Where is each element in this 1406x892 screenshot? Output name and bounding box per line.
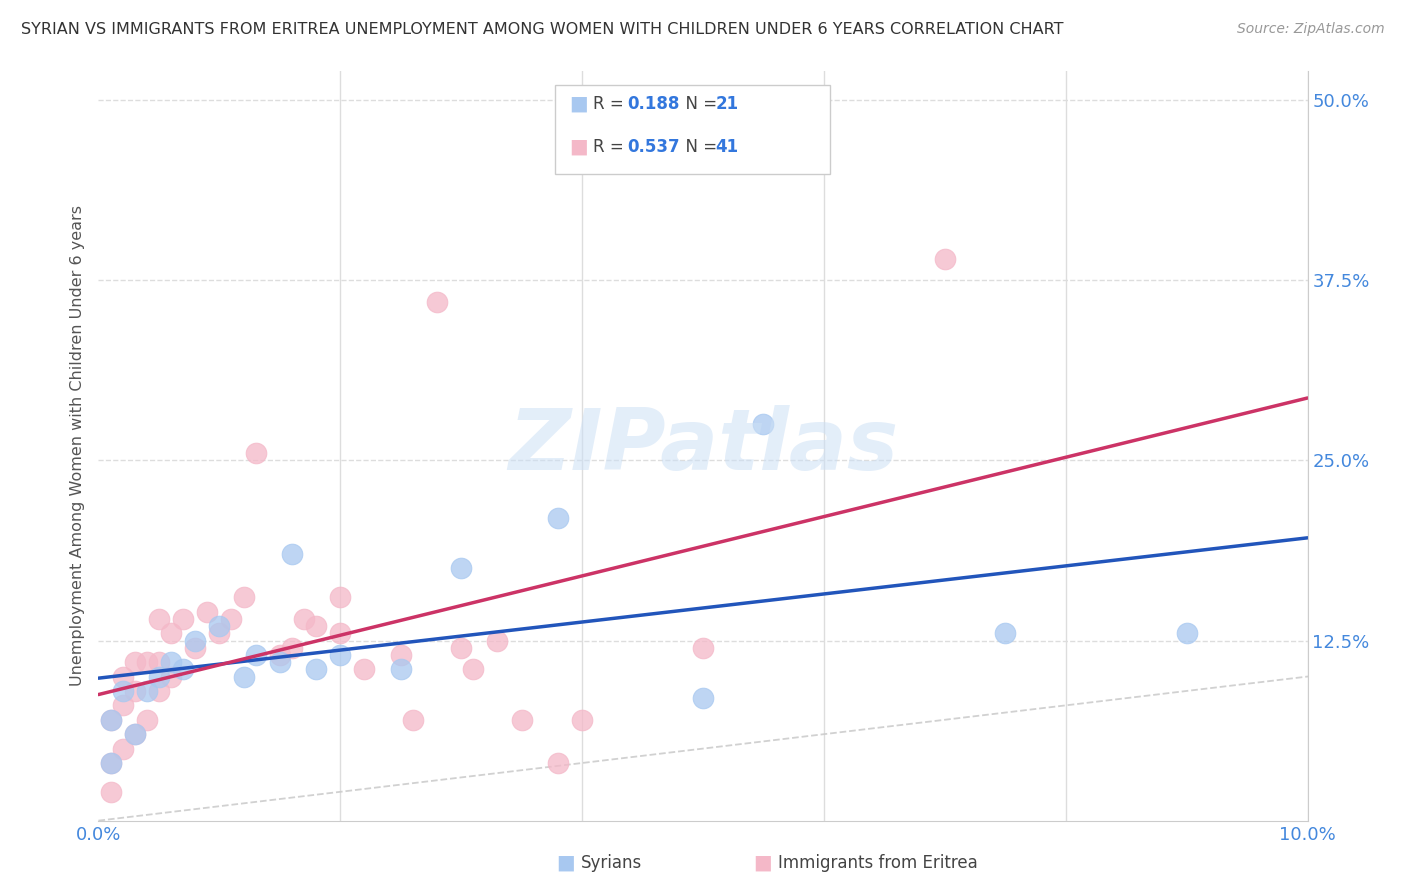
Point (1175, 626, 1198, 640)
Text: 41: 41 (716, 138, 738, 156)
Point (184, 640, 207, 655)
Point (292, 612, 315, 626)
Text: N =: N = (675, 138, 723, 156)
Point (692, 640, 714, 655)
Point (100, 756, 122, 770)
Point (124, 727, 146, 741)
Point (111, 698, 134, 713)
Point (172, 612, 194, 626)
Point (111, 684, 134, 698)
Text: 0.188: 0.188 (627, 95, 679, 113)
Point (232, 591, 254, 605)
Point (752, 417, 775, 432)
Point (329, 626, 352, 640)
Text: ▪: ▪ (752, 849, 773, 878)
Point (994, 626, 1017, 640)
Point (510, 713, 533, 727)
Point (135, 684, 157, 698)
Point (571, 713, 593, 727)
Point (245, 648, 267, 662)
Point (245, 446, 267, 460)
Point (934, 252, 956, 266)
Text: ▪: ▪ (568, 90, 589, 119)
Point (486, 633, 509, 648)
Point (389, 648, 412, 662)
Point (269, 655, 291, 669)
Point (135, 713, 157, 727)
Point (160, 626, 183, 640)
Text: Immigrants from Eritrea: Immigrants from Eritrea (778, 855, 977, 872)
Point (148, 655, 170, 669)
Point (100, 713, 122, 727)
Point (148, 669, 170, 683)
Point (184, 633, 207, 648)
Text: ZIPatlas: ZIPatlas (508, 404, 898, 488)
Point (450, 640, 472, 655)
Point (124, 655, 146, 669)
Point (305, 619, 328, 633)
Point (281, 547, 304, 561)
Point (426, 294, 449, 309)
Point (450, 561, 472, 575)
Text: 21: 21 (716, 95, 738, 113)
Point (305, 662, 328, 676)
Text: SYRIAN VS IMMIGRANTS FROM ERITREA UNEMPLOYMENT AMONG WOMEN WITH CHILDREN UNDER 6: SYRIAN VS IMMIGRANTS FROM ERITREA UNEMPL… (21, 22, 1063, 37)
Point (160, 655, 183, 669)
Point (232, 669, 254, 683)
Point (124, 727, 146, 741)
Point (329, 591, 352, 605)
Point (135, 655, 157, 669)
Point (111, 741, 134, 756)
Point (100, 756, 122, 770)
Point (353, 662, 375, 676)
Point (692, 691, 714, 706)
Text: ▪: ▪ (568, 133, 589, 161)
Text: R =: R = (593, 95, 630, 113)
Point (208, 626, 231, 640)
Point (402, 713, 425, 727)
Text: 0.537: 0.537 (627, 138, 679, 156)
Point (148, 612, 170, 626)
Point (269, 648, 291, 662)
Point (100, 785, 122, 799)
Text: N =: N = (675, 95, 723, 113)
Point (547, 756, 569, 770)
Point (389, 662, 412, 676)
Point (221, 612, 243, 626)
Point (463, 662, 485, 676)
Point (160, 669, 183, 683)
Text: R =: R = (593, 138, 630, 156)
Y-axis label: Unemployment Among Women with Children Under 6 years: Unemployment Among Women with Children U… (69, 205, 84, 687)
Point (148, 684, 170, 698)
Text: Syrians: Syrians (581, 855, 643, 872)
Text: Source: ZipAtlas.com: Source: ZipAtlas.com (1237, 22, 1385, 37)
Point (195, 605, 218, 619)
Point (111, 669, 134, 683)
Point (547, 511, 569, 525)
Point (329, 648, 352, 662)
Text: ▪: ▪ (555, 849, 576, 878)
Point (124, 684, 146, 698)
Point (281, 640, 304, 655)
Point (208, 619, 231, 633)
Point (100, 713, 122, 727)
Point (172, 662, 194, 676)
